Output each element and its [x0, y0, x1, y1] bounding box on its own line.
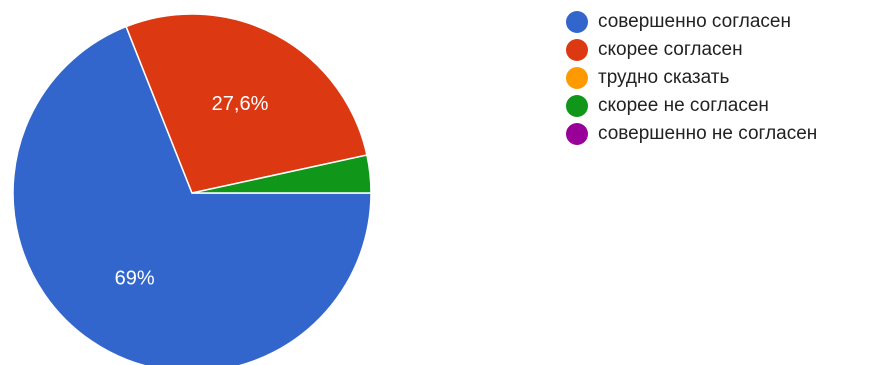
legend-label-strongly-agree: совершенно согласен — [598, 10, 791, 32]
legend-item-disagree: скорее не согласен — [566, 94, 817, 117]
legend-swatch-strongly-agree — [566, 10, 588, 33]
legend-label-hard-to-say: трудно сказать — [598, 66, 730, 88]
legend-label-strongly-disagree: совершенно не согласен — [598, 122, 818, 144]
legend-item-strongly-disagree: совершенно не согласен — [566, 122, 817, 145]
pie-slice-agree — [125, 13, 368, 194]
pie-chart: 69% 27,6% — [12, 13, 372, 365]
legend-label-agree: скорее согласен — [598, 38, 743, 60]
slice-label-agree: 27,6% — [212, 93, 269, 115]
slice-label-strongly-agree: 69% — [115, 267, 155, 289]
legend-item-hard-to-say: трудно сказать — [566, 66, 817, 89]
legend-label-disagree: скорее не согласен — [598, 94, 769, 116]
legend-swatch-agree — [566, 38, 588, 61]
legend-item-strongly-agree: совершенно согласен — [566, 10, 817, 33]
pie-slice-strongly-agree — [12, 25, 372, 365]
legend-swatch-disagree — [566, 94, 588, 117]
pie-slice-disagree — [191, 154, 372, 194]
legend-item-agree: скорее согласен — [566, 38, 817, 61]
legend-swatch-hard-to-say — [566, 66, 588, 89]
chart-legend: совершенно согласен скорее согласен трудно… — [566, 10, 817, 150]
legend-swatch-strongly-disagree — [566, 122, 588, 145]
